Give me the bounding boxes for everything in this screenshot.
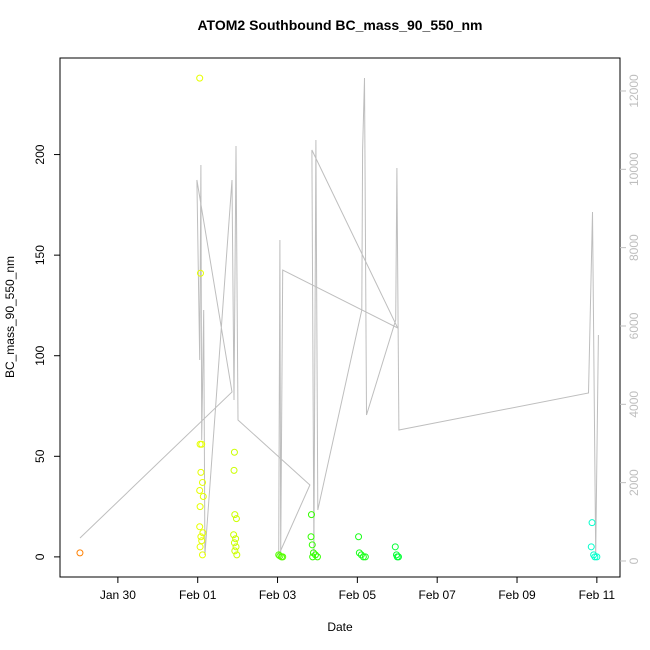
data-point <box>309 549 317 557</box>
y2-tick-label: 6000 <box>627 312 641 339</box>
data-point <box>359 553 367 561</box>
x-tick-label: Feb 03 <box>259 588 297 602</box>
data-point <box>308 541 316 549</box>
y2-tick-label: 4000 <box>627 391 641 418</box>
y2-tick-label: 12000 <box>627 74 641 108</box>
data-point <box>233 551 241 559</box>
data-point <box>196 543 204 551</box>
plot-frame <box>59 57 621 578</box>
data-point <box>307 511 315 519</box>
data-point <box>230 531 238 539</box>
data-point <box>232 515 240 523</box>
data-point <box>199 493 207 501</box>
data-point <box>196 523 204 531</box>
y2-tick-label: 10000 <box>627 152 641 186</box>
data-point <box>196 269 204 277</box>
x-tick-label: Feb 01 <box>179 588 217 602</box>
y-tick-label: 200 <box>33 144 47 164</box>
y2-tick-label: 2000 <box>627 469 641 496</box>
y-tick-label: 0 <box>33 553 47 560</box>
data-point <box>198 440 206 448</box>
x-tick-label: Feb 05 <box>339 588 377 602</box>
x-tick-label: Feb 07 <box>419 588 457 602</box>
data-point <box>230 448 238 456</box>
data-point <box>391 543 399 551</box>
y-tick-label: 150 <box>33 245 47 265</box>
data-point <box>76 549 84 557</box>
data-point <box>230 539 238 547</box>
data-point <box>587 543 595 551</box>
data-point <box>309 553 317 561</box>
y-tick-label: 100 <box>33 345 47 365</box>
x-tick-label: Feb 11 <box>579 588 616 602</box>
data-point <box>313 553 321 561</box>
data-point <box>232 543 240 551</box>
data-point <box>198 551 206 559</box>
data-point <box>230 466 238 474</box>
data-point <box>199 529 207 537</box>
chart-title: ATOM2 Southbound BC_mass_90_550_nm <box>197 17 482 33</box>
x-tick-label: Feb 09 <box>498 588 536 602</box>
data-point <box>231 547 239 555</box>
y2-tick-label: 0 <box>627 557 641 564</box>
data-point <box>355 533 363 541</box>
data-point <box>196 74 204 82</box>
x-axis-label: Date <box>327 620 353 634</box>
data-point <box>588 519 596 527</box>
data-point <box>357 551 365 559</box>
data-point <box>196 503 204 511</box>
altitude-line <box>79 77 599 556</box>
data-point <box>232 535 240 543</box>
data-point <box>231 511 239 519</box>
data-point <box>198 537 206 545</box>
data-point <box>279 553 287 561</box>
data-point <box>394 553 402 561</box>
data-point <box>197 533 205 541</box>
data-point <box>197 468 205 476</box>
x-tick-label: Jan 30 <box>100 588 136 602</box>
y-tick-label: 50 <box>33 449 47 463</box>
data-point <box>361 553 369 561</box>
y-axis-label: BC_mass_90_550_nm <box>3 256 17 378</box>
data-point <box>198 478 206 486</box>
data-point <box>307 533 315 541</box>
data-point <box>355 549 363 557</box>
y2-tick-label: 8000 <box>627 234 641 261</box>
data-point <box>593 553 601 561</box>
data-point <box>591 553 599 561</box>
data-point <box>196 487 204 494</box>
